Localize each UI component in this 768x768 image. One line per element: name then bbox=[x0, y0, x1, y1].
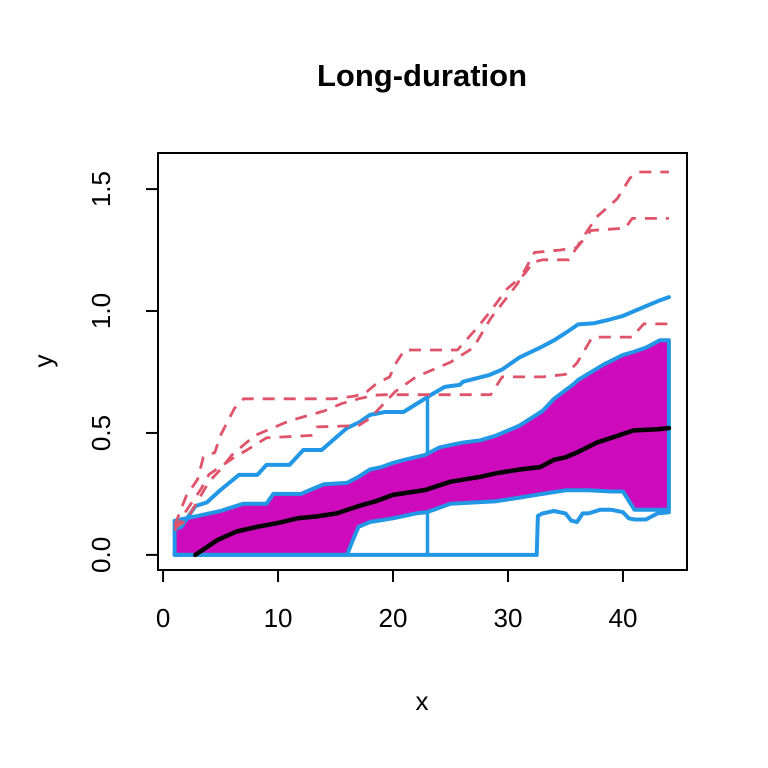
y-tick-label: 1.5 bbox=[86, 171, 116, 207]
x-axis-label: x bbox=[416, 686, 429, 716]
dashed-curve-middle bbox=[173, 217, 669, 532]
chart-title: Long-duration bbox=[317, 58, 527, 93]
dashed-curve-lower bbox=[173, 322, 669, 530]
dashed-curve-upper bbox=[173, 170, 669, 527]
median-curve bbox=[193, 425, 672, 558]
y-tick-label: 1.0 bbox=[86, 293, 116, 329]
x-tick-label: 20 bbox=[379, 603, 408, 633]
x-tick-label: 40 bbox=[608, 603, 637, 633]
x-tick-label: 0 bbox=[156, 603, 170, 633]
axes: 0 10 20 30 40 0.0 0.5 1.0 1.5 bbox=[86, 152, 688, 633]
confidence-band bbox=[172, 338, 671, 557]
upper-envelope bbox=[172, 295, 671, 532]
x-tick-label: 30 bbox=[494, 603, 523, 633]
lower-envelope bbox=[172, 507, 671, 557]
y-axis-label: y bbox=[28, 355, 58, 368]
y-tick-label: 0.0 bbox=[86, 537, 116, 573]
y-tick-label: 0.5 bbox=[86, 415, 116, 451]
plot-box bbox=[157, 152, 688, 571]
x-tick-label: 10 bbox=[264, 603, 293, 633]
plot-area bbox=[172, 170, 672, 558]
